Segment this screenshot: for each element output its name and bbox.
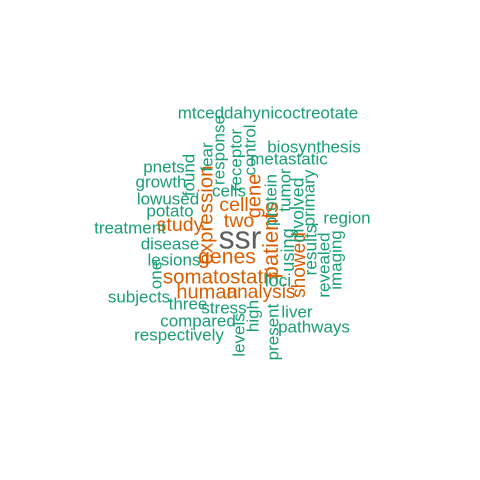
word-mtceddahynicoctreotate: mtceddahynicoctreotate xyxy=(178,103,359,122)
word-results: results xyxy=(301,224,321,275)
word-lesions: lesions xyxy=(148,250,201,269)
word-control: control xyxy=(240,124,259,175)
word-human: human xyxy=(176,281,237,303)
word-pnets: pnets xyxy=(143,157,185,176)
word-ssr: ssr xyxy=(219,219,262,255)
word-one: one xyxy=(146,261,165,289)
word-cells: cells xyxy=(212,181,246,200)
word-metastatic: metastatic xyxy=(250,149,328,168)
word-showed: showed xyxy=(289,232,310,298)
word-high: high xyxy=(243,300,262,332)
word-response: response xyxy=(209,115,228,185)
word-compared: compared xyxy=(160,311,236,330)
word-genes: genes xyxy=(198,246,256,269)
word-expression: expression xyxy=(194,165,217,264)
word-loci: loci xyxy=(265,271,291,291)
word-study: study xyxy=(157,214,204,236)
word-subjects: subjects xyxy=(108,287,170,306)
word-involved: involved xyxy=(288,178,308,243)
word-tumor: tumor xyxy=(275,168,294,212)
word-cell: cell xyxy=(219,194,248,216)
word-fear: fear xyxy=(197,142,216,172)
word-patients: patients xyxy=(258,202,283,279)
word-potato: potato xyxy=(146,201,193,220)
word-disease: disease xyxy=(141,234,200,253)
word-respectively: respectively xyxy=(134,325,224,344)
word-using: using xyxy=(278,228,298,271)
word-pathways: pathways xyxy=(278,317,350,336)
word-imaging: imaging xyxy=(326,230,345,290)
word-levels: levels xyxy=(229,313,248,356)
word-primary: primary xyxy=(299,169,318,226)
word-region: region xyxy=(323,208,370,227)
word-three: three xyxy=(169,294,208,313)
word-treatment: treatment xyxy=(94,218,166,237)
word-lowused: lowused xyxy=(137,189,199,208)
word-present: present xyxy=(263,303,282,360)
word-biosynthesis: biosynthesis xyxy=(267,137,361,156)
word-protein: protein xyxy=(261,174,280,226)
word-liver: liver xyxy=(281,302,313,321)
word-gene: gene xyxy=(243,174,265,219)
word-somatostatin: somatostatin xyxy=(163,265,279,288)
word-two: two xyxy=(224,210,255,232)
word-growth: growth xyxy=(135,172,186,191)
word-revealed: revealed xyxy=(314,232,333,297)
word-found: found xyxy=(179,154,198,197)
word-analysis: analysis xyxy=(227,282,296,303)
word-receptor: receptor xyxy=(226,128,245,191)
word-stress: stress xyxy=(201,298,246,317)
